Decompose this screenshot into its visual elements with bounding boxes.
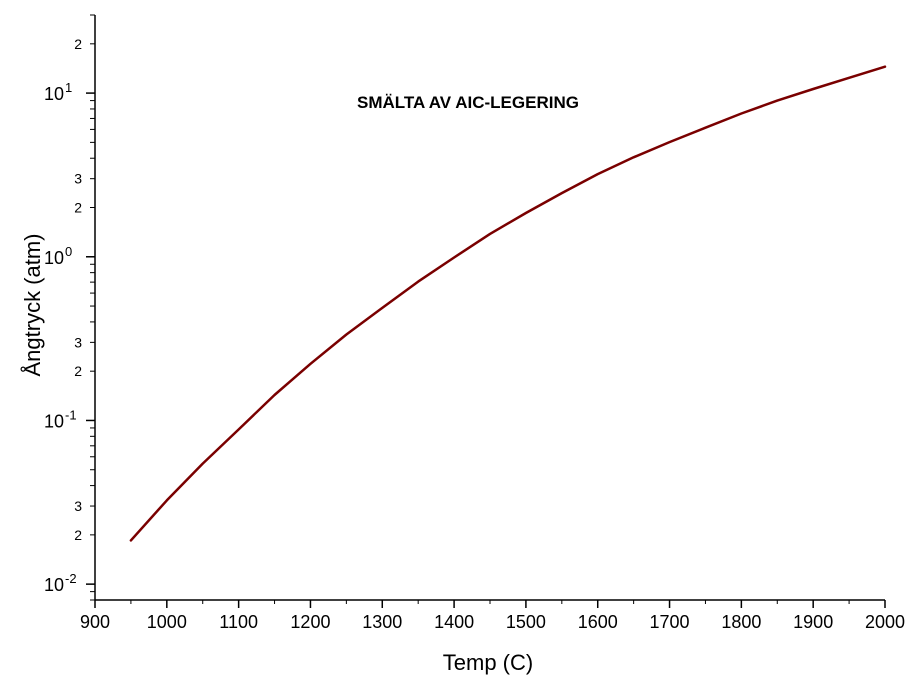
- x-tick-label: 1800: [721, 612, 761, 632]
- chart-title: SMÄLTA AV AIC-LEGERING: [357, 93, 579, 112]
- y-minor-label: 3: [74, 171, 82, 187]
- series-layer: [129, 65, 887, 542]
- y-tick-label: 10: [44, 575, 64, 595]
- y-minor-label: 2: [74, 363, 82, 379]
- y-tick-exponent: 1: [65, 80, 72, 95]
- y-minor-label: 3: [74, 498, 82, 514]
- y-tick-exponent: 0: [65, 244, 72, 259]
- x-tick-label: 1400: [434, 612, 474, 632]
- x-tick-label: 1300: [362, 612, 402, 632]
- x-axis-ticks: 900 1000 1100 1200 1300 1400 1500 1600 1700 1800 1…: [80, 600, 905, 632]
- y-minor-label: 2: [74, 527, 82, 543]
- x-axis: 900 1000 1100 1200 1300 1400 1500 1600 1700 1800 1…: [80, 599, 905, 632]
- series-line: [129, 65, 887, 542]
- y-minor-label: 2: [74, 200, 82, 216]
- x-tick-label: 1100: [219, 612, 258, 632]
- y-minor-label: 3: [74, 334, 82, 350]
- x-tick-label: 1200: [290, 612, 330, 632]
- y-tick-label: 10: [44, 411, 64, 431]
- y-tick-exponent: -2: [65, 571, 77, 586]
- x-tick-label: 2000: [865, 612, 905, 632]
- x-tick-label: 1600: [578, 612, 618, 632]
- y-minor-label: 2: [74, 36, 82, 52]
- y-tick-label: 10: [44, 248, 64, 268]
- x-tick-label: 1900: [793, 612, 833, 632]
- y-tick-exponent: -1: [65, 407, 77, 422]
- x-tick-label: 1500: [506, 612, 546, 632]
- y-axis-title: Ångtryck (atm): [20, 233, 45, 376]
- x-tick-label: 900: [80, 612, 110, 632]
- x-tick-label: 1000: [147, 612, 187, 632]
- x-axis-title: Temp (C): [443, 650, 533, 675]
- x-tick-label: 1700: [650, 612, 690, 632]
- y-tick-label: 10: [44, 84, 64, 104]
